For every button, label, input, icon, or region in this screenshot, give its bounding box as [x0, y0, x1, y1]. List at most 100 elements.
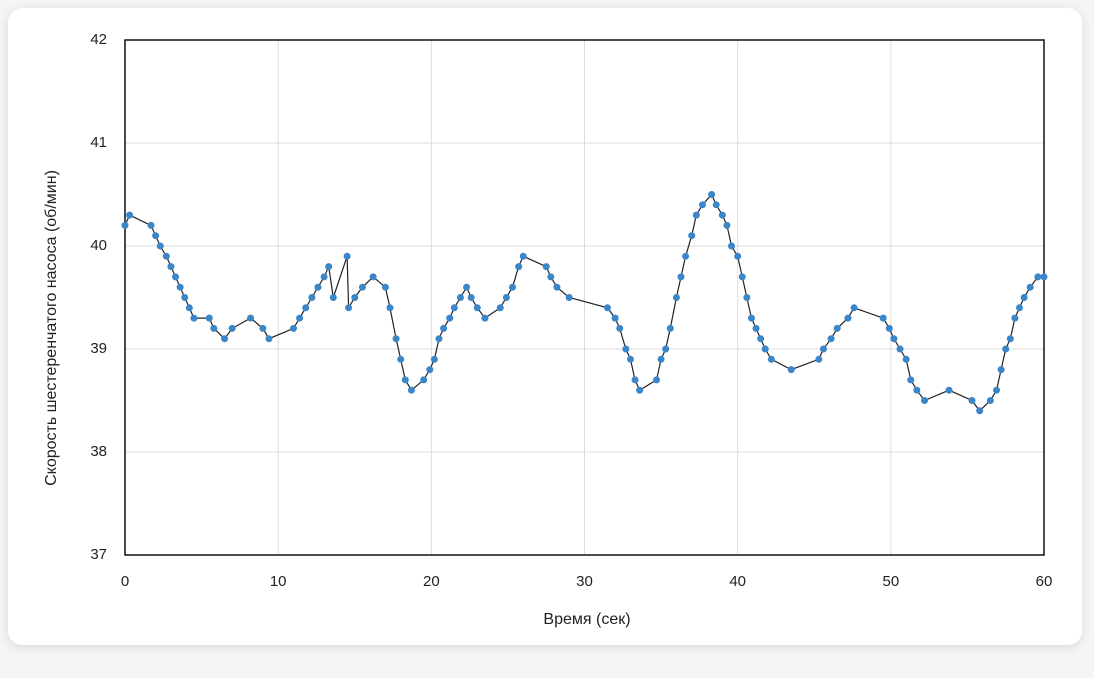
- point: [210, 324, 218, 332]
- point: [657, 355, 665, 363]
- point: [181, 294, 189, 301]
- card: [8, 8, 1082, 645]
- point: [636, 386, 644, 394]
- point: [698, 201, 706, 209]
- point: [156, 242, 164, 250]
- x-tick-label: 40: [729, 573, 746, 590]
- point: [358, 283, 366, 291]
- point: [827, 335, 835, 343]
- point: [1034, 273, 1042, 281]
- point: [121, 221, 129, 229]
- point: [896, 345, 904, 353]
- point: [1006, 335, 1014, 343]
- point: [1015, 304, 1023, 312]
- point: [456, 294, 464, 301]
- point: [662, 345, 670, 353]
- point: [162, 252, 170, 260]
- point: [723, 221, 731, 229]
- y-tick-label: 40: [90, 237, 107, 254]
- point: [430, 355, 438, 363]
- point: [265, 335, 273, 343]
- point: [172, 273, 180, 281]
- point: [228, 324, 236, 332]
- point: [921, 397, 929, 404]
- point: [369, 273, 377, 281]
- point: [190, 314, 198, 322]
- point: [976, 407, 984, 415]
- point: [734, 252, 742, 260]
- point: [672, 294, 680, 301]
- point: [761, 345, 769, 353]
- point: [126, 211, 134, 219]
- point: [902, 355, 910, 363]
- point: [997, 366, 1005, 374]
- point: [152, 232, 160, 240]
- x-axis-label: Время (сек): [543, 611, 630, 628]
- point: [176, 283, 184, 291]
- y-axis-label: Скорость шестеренчатого насоса (об/мин): [43, 170, 60, 486]
- point: [185, 304, 193, 312]
- point: [435, 335, 443, 343]
- point: [401, 376, 409, 384]
- point: [833, 324, 841, 332]
- point: [397, 355, 405, 363]
- point: [1011, 314, 1019, 322]
- y-tick-label: 39: [90, 340, 107, 357]
- point: [481, 314, 489, 322]
- point: [547, 273, 555, 281]
- plot-frame: [124, 39, 1045, 556]
- x-tick-label: 30: [576, 573, 593, 590]
- point: [622, 345, 630, 353]
- point: [682, 252, 690, 260]
- point: [986, 397, 994, 404]
- point: [1040, 273, 1048, 281]
- point: [611, 314, 619, 322]
- point: [147, 221, 155, 229]
- point: [407, 386, 415, 394]
- x-tick-label: 10: [270, 573, 287, 590]
- point: [496, 304, 504, 312]
- point: [844, 314, 852, 322]
- x-tick-label: 50: [882, 573, 899, 590]
- point: [420, 376, 428, 384]
- point: [666, 324, 674, 332]
- point: [440, 324, 448, 332]
- point: [329, 294, 337, 301]
- point: [890, 335, 898, 343]
- point: [993, 386, 1001, 394]
- point: [850, 304, 858, 312]
- point: [205, 314, 213, 322]
- point: [351, 294, 359, 301]
- point: [652, 376, 660, 384]
- x-tick-label: 0: [121, 573, 129, 590]
- point: [879, 314, 887, 322]
- point: [1026, 283, 1034, 291]
- y-tick-label: 42: [90, 31, 107, 48]
- point: [392, 335, 400, 343]
- point: [308, 294, 316, 301]
- point: [603, 304, 611, 312]
- point: [542, 263, 550, 271]
- point: [743, 294, 751, 301]
- point: [631, 376, 639, 384]
- point: [718, 211, 726, 219]
- point: [565, 294, 573, 301]
- point: [426, 366, 434, 374]
- point: [463, 283, 471, 291]
- y-tick-label: 41: [90, 134, 107, 151]
- point: [815, 355, 823, 363]
- point: [302, 304, 310, 312]
- point: [712, 201, 720, 209]
- y-tick-label: 38: [90, 443, 107, 460]
- point: [738, 273, 746, 281]
- point: [626, 355, 634, 363]
- point: [509, 283, 517, 291]
- point: [386, 304, 394, 312]
- point: [677, 273, 685, 281]
- point: [692, 211, 700, 219]
- point: [616, 324, 624, 332]
- point: [688, 232, 696, 240]
- point: [289, 324, 297, 332]
- line: [124, 193, 1044, 412]
